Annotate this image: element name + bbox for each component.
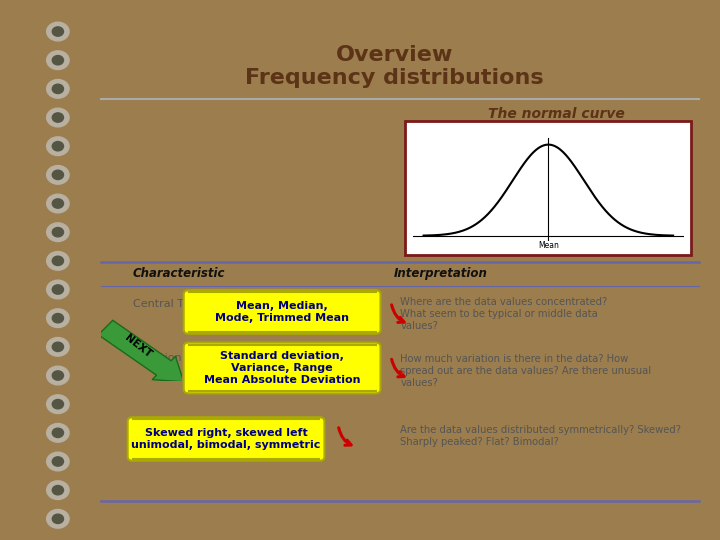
Circle shape xyxy=(47,395,69,414)
Circle shape xyxy=(42,162,73,188)
Text: Central Tendency: Central Tendency xyxy=(132,299,230,309)
Text: Variation: Variation xyxy=(132,353,182,363)
Circle shape xyxy=(47,137,69,156)
Circle shape xyxy=(42,248,73,274)
Text: NEXT: NEXT xyxy=(122,333,153,360)
Circle shape xyxy=(42,506,73,532)
Circle shape xyxy=(42,76,73,102)
Circle shape xyxy=(53,514,63,523)
Circle shape xyxy=(47,79,69,98)
Text: Shape: Shape xyxy=(132,423,168,433)
Circle shape xyxy=(53,227,63,237)
Circle shape xyxy=(53,400,63,409)
Circle shape xyxy=(42,219,73,245)
FancyBboxPatch shape xyxy=(184,342,380,393)
Circle shape xyxy=(42,334,73,360)
Text: Mean, Median,
Mode, Trimmed Mean: Mean, Median, Mode, Trimmed Mean xyxy=(215,301,349,323)
Circle shape xyxy=(53,314,63,323)
Text: The normal curve: The normal curve xyxy=(487,107,624,122)
Circle shape xyxy=(53,141,63,151)
Circle shape xyxy=(53,170,63,179)
Circle shape xyxy=(42,449,73,475)
Circle shape xyxy=(47,452,69,471)
Text: Frequency distributions: Frequency distributions xyxy=(245,68,544,88)
Circle shape xyxy=(53,27,63,36)
Circle shape xyxy=(42,391,73,417)
Circle shape xyxy=(47,194,69,213)
Text: Overview: Overview xyxy=(336,45,453,65)
Circle shape xyxy=(53,428,63,437)
Circle shape xyxy=(53,285,63,294)
Text: Are the data values distributed symmetrically? Skewed?
Sharply peaked? Flat? Bim: Are the data values distributed symmetri… xyxy=(400,425,681,447)
Circle shape xyxy=(47,166,69,184)
Text: Characteristic: Characteristic xyxy=(132,267,225,280)
Circle shape xyxy=(42,420,73,446)
Circle shape xyxy=(42,305,73,331)
Circle shape xyxy=(53,342,63,352)
Text: How much variation is there in the data? How
spread out are the data values? Are: How much variation is there in the data?… xyxy=(400,354,652,388)
Circle shape xyxy=(47,51,69,70)
Circle shape xyxy=(42,18,73,44)
Circle shape xyxy=(47,280,69,299)
Circle shape xyxy=(42,191,73,217)
Circle shape xyxy=(47,338,69,356)
Circle shape xyxy=(42,477,73,503)
Text: Standard deviation,
Variance, Range
Mean Absolute Deviation: Standard deviation, Variance, Range Mean… xyxy=(204,352,360,384)
Text: Interpretation: Interpretation xyxy=(395,267,488,280)
Circle shape xyxy=(47,510,69,528)
FancyBboxPatch shape xyxy=(127,417,325,461)
Circle shape xyxy=(53,485,63,495)
Text: Mean: Mean xyxy=(538,241,559,250)
Text: Where are the data values concentrated?
What seem to be typical or middle data
v: Where are the data values concentrated? … xyxy=(400,298,608,330)
FancyBboxPatch shape xyxy=(405,121,691,255)
Circle shape xyxy=(47,481,69,500)
Circle shape xyxy=(53,84,63,93)
Circle shape xyxy=(47,108,69,127)
Circle shape xyxy=(42,133,73,159)
Circle shape xyxy=(42,362,73,388)
Circle shape xyxy=(42,47,73,73)
Circle shape xyxy=(53,457,63,466)
FancyBboxPatch shape xyxy=(184,290,380,334)
Circle shape xyxy=(47,223,69,241)
Circle shape xyxy=(53,113,63,122)
FancyArrow shape xyxy=(98,320,184,382)
Circle shape xyxy=(47,366,69,385)
Text: Skewed right, skewed left
unimodal, bimodal, symmetric: Skewed right, skewed left unimodal, bimo… xyxy=(131,428,320,450)
Circle shape xyxy=(53,56,63,65)
Circle shape xyxy=(53,371,63,380)
Circle shape xyxy=(53,199,63,208)
Circle shape xyxy=(47,22,69,41)
Circle shape xyxy=(42,105,73,131)
Circle shape xyxy=(42,276,73,302)
Circle shape xyxy=(47,309,69,328)
Circle shape xyxy=(53,256,63,266)
Circle shape xyxy=(47,423,69,442)
Circle shape xyxy=(47,252,69,270)
